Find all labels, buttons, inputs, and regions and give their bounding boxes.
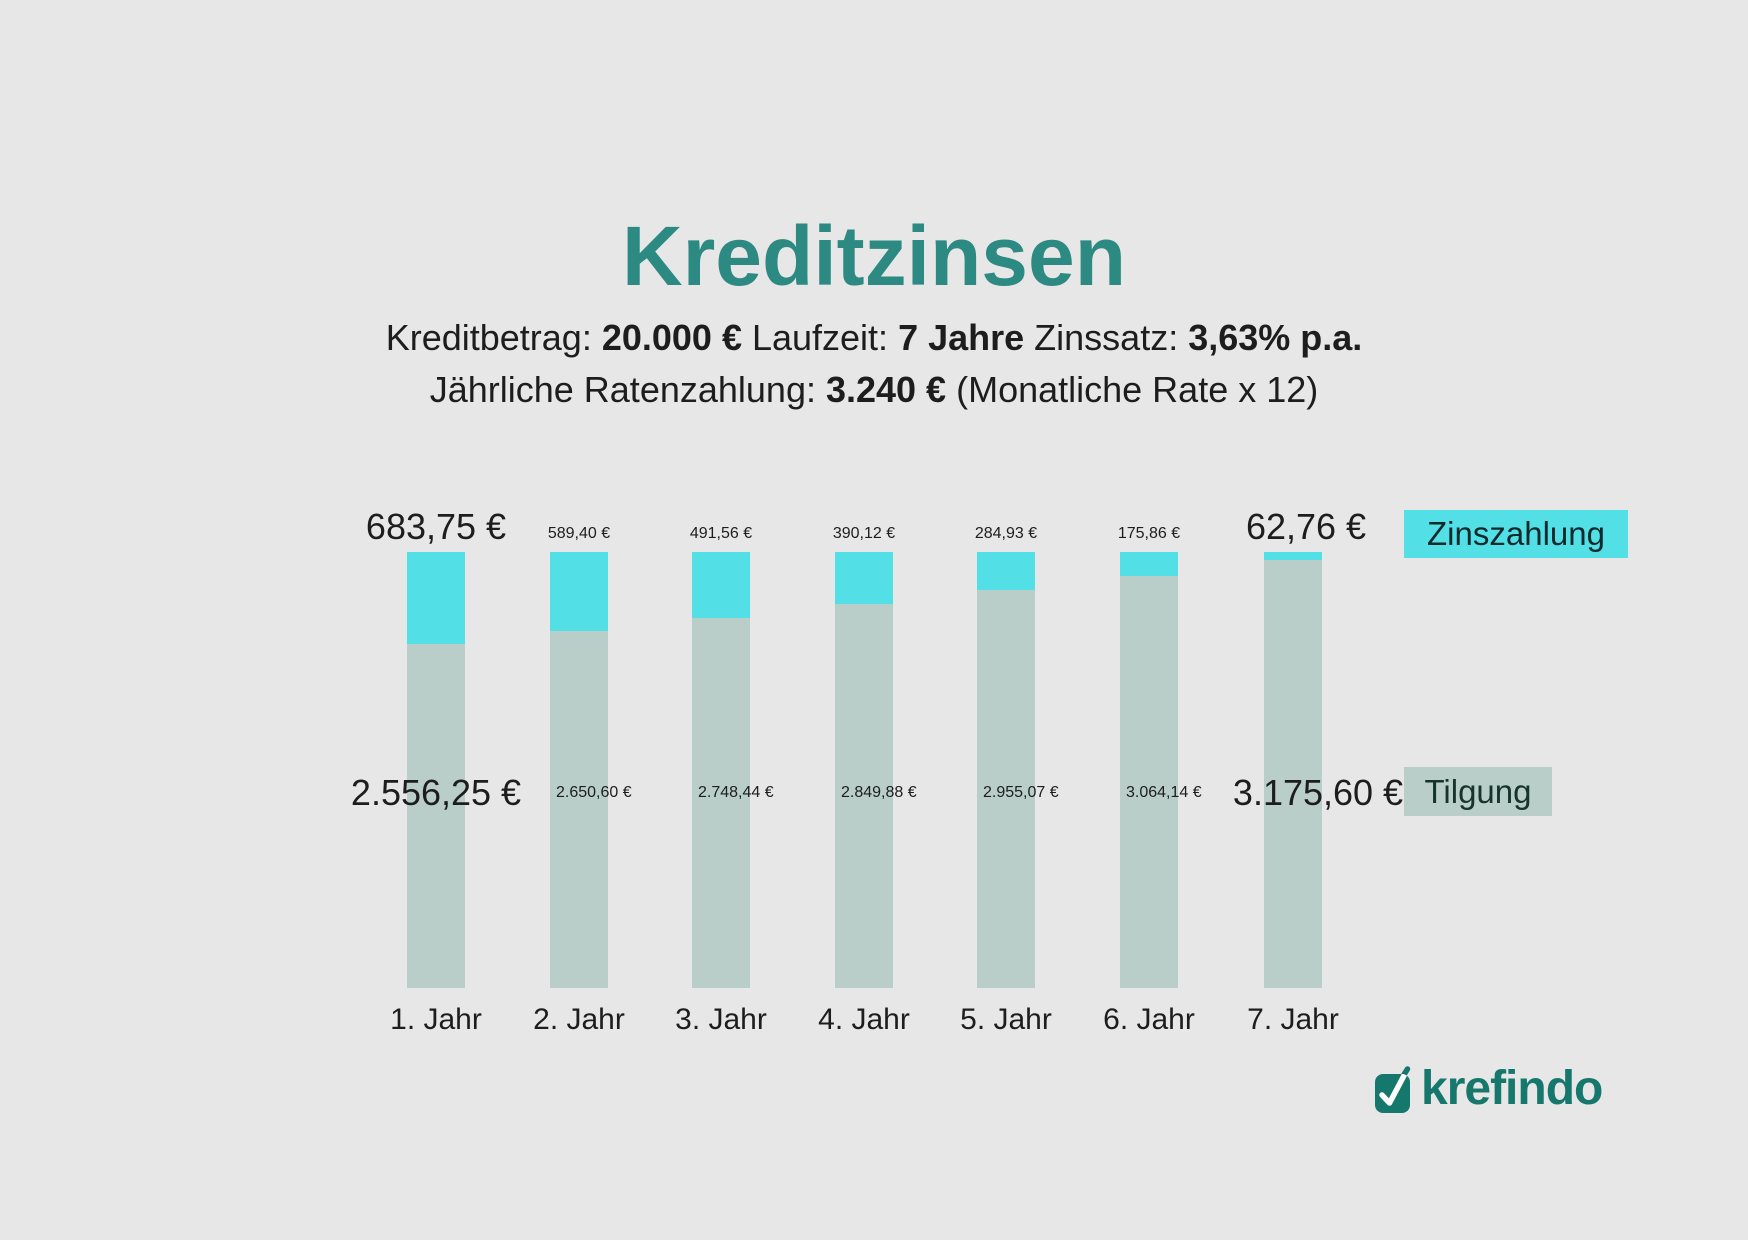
loan-parameters: Kreditbetrag: 20.000 € Laufzeit: 7 Jahre… <box>0 312 1748 416</box>
zinszahlung-segment-year-6 <box>1120 552 1178 576</box>
bar-year-4 <box>835 552 893 988</box>
tilgung-segment-year-4 <box>835 604 893 988</box>
year-axis-label-5: 5. Jahr <box>960 1003 1052 1036</box>
legend-label-zinszahlung: Zinszahlung <box>1427 515 1605 552</box>
parameter-label: Laufzeit: <box>741 317 899 358</box>
zinszahlung-value-label-year-7: 62,76 € <box>1245 506 1367 547</box>
year-axis-label-6: 6. Jahr <box>1103 1003 1195 1036</box>
bar-year-7 <box>1264 552 1322 988</box>
parameter-value: 7 Jahre <box>898 317 1025 358</box>
parameter-label: Jährliche Ratenzahlung: <box>429 369 826 410</box>
zinszahlung-value-label-year-3: 491,56 € <box>689 525 753 542</box>
tilgung-value-label-year-4: 2.849,88 € <box>841 784 917 801</box>
loan-parameters-line1: Kreditbetrag: 20.000 € Laufzeit: 7 Jahre… <box>0 312 1748 364</box>
year-axis-label-2: 2. Jahr <box>533 1003 625 1036</box>
zinszahlung-value-label-year-6: 175,86 € <box>1117 525 1181 542</box>
year-axis-label-7: 7. Jahr <box>1247 1003 1339 1036</box>
zinszahlung-value-label-year-4: 390,12 € <box>832 525 896 542</box>
tilgung-value-label-year-2: 2.650,60 € <box>556 784 632 801</box>
legend-item-zinszahlung: Zinszahlung <box>1404 510 1628 558</box>
tilgung-value-label-year-7: 3.175,60 € <box>1232 772 1404 813</box>
tilgung-value-label-year-5: 2.955,07 € <box>983 784 1059 801</box>
loan-parameters-line2: Jährliche Ratenzahlung: 3.240 € (Monatli… <box>0 364 1748 416</box>
zinszahlung-segment-year-1 <box>407 552 465 644</box>
tilgung-segment-year-2 <box>550 631 608 988</box>
tilgung-segment-year-3 <box>692 618 750 988</box>
zinszahlung-segment-year-3 <box>692 552 750 618</box>
bar-year-1 <box>407 552 465 988</box>
legend-label-tilgung: Tilgung <box>1424 772 1532 810</box>
tilgung-value-label-year-6: 3.064,14 € <box>1126 784 1202 801</box>
tilgung-segment-year-7 <box>1264 560 1322 988</box>
tilgung-value-label-year-1: 2.556,25 € <box>350 772 522 813</box>
checkmark-box-icon <box>1375 1066 1411 1113</box>
parameter-value: 20.000 € <box>601 317 742 358</box>
zinszahlung-segment-year-4 <box>835 552 893 604</box>
tilgung-value-label-year-3: 2.748,44 € <box>698 784 774 801</box>
brand-logo: krefindo <box>1374 1062 1603 1116</box>
tilgung-segment-year-1 <box>407 644 465 988</box>
zinszahlung-value-label-year-5: 284,93 € <box>974 525 1038 542</box>
parameter-label: Kreditbetrag: <box>385 317 602 358</box>
year-axis-label-3: 3. Jahr <box>675 1003 767 1036</box>
tilgung-segment-year-6 <box>1120 576 1178 988</box>
year-axis-label-4: 4. Jahr <box>818 1003 910 1036</box>
bar-year-3 <box>692 552 750 988</box>
parameter-label: Zinssatz: <box>1024 317 1189 358</box>
legend-item-tilgung: Tilgung <box>1404 767 1552 816</box>
zinszahlung-segment-year-5 <box>977 552 1035 590</box>
brand-name: krefindo <box>1421 1062 1603 1115</box>
bar-year-2 <box>550 552 608 988</box>
zinszahlung-value-label-year-2: 589,40 € <box>547 525 611 542</box>
parameter-label: (Monatliche Rate x 12) <box>946 369 1319 410</box>
zinszahlung-segment-year-7 <box>1264 552 1322 560</box>
parameter-value: 3,63% p.a. <box>1188 317 1363 358</box>
zinszahlung-value-label-year-1: 683,75 € <box>365 506 507 547</box>
parameter-value: 3.240 € <box>825 369 947 410</box>
year-axis-label-1: 1. Jahr <box>390 1003 482 1036</box>
page-title: Kreditzinsen <box>621 209 1127 303</box>
tilgung-segment-year-5 <box>977 590 1035 988</box>
zinszahlung-segment-year-2 <box>550 552 608 631</box>
bar-year-5 <box>977 552 1035 988</box>
bar-year-6 <box>1120 552 1178 988</box>
